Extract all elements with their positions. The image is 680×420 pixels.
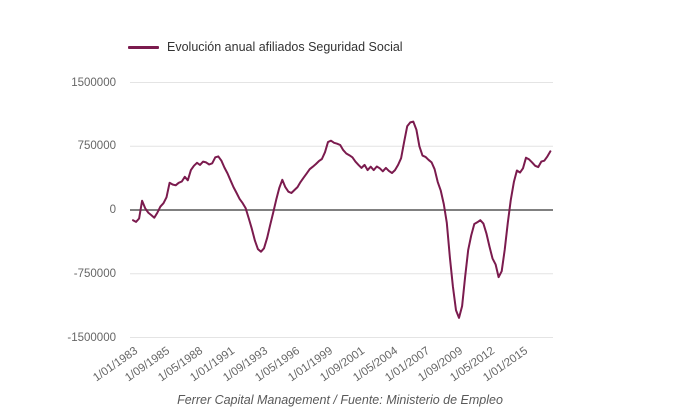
legend: Evolución anual afiliados Seguridad Soci…	[128, 40, 403, 54]
chart-credit: Ferrer Capital Management / Fuente: Mini…	[177, 393, 503, 407]
gridlines	[130, 82, 553, 338]
y-tick-label: -1500000	[67, 331, 116, 344]
legend-line-swatch	[128, 45, 159, 49]
y-tick-label: -750000	[73, 267, 116, 280]
legend-series-label[interactable]: Evolución anual afiliados Seguridad Soci…	[167, 40, 403, 54]
series-line	[132, 120, 552, 319]
y-tick-label: 0	[109, 204, 116, 216]
y-tick-label: 750000	[77, 140, 116, 153]
y-tick-label: 1500000	[71, 76, 116, 89]
